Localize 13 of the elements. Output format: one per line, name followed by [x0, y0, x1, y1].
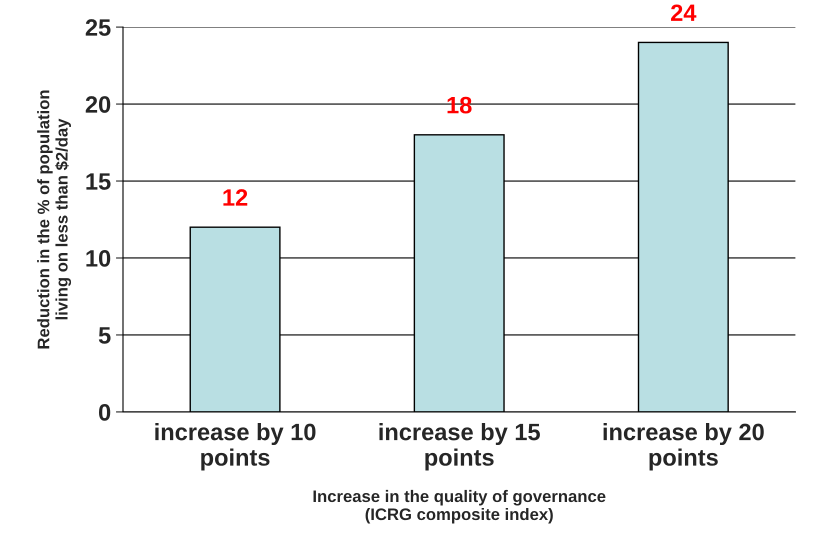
y-tick-label: 0	[99, 404, 110, 421]
data-label: 12	[223, 189, 248, 206]
y-tick-label: 15	[86, 173, 111, 190]
data-label: 24	[671, 4, 696, 21]
y-tick-label: 20	[86, 96, 110, 113]
y-tick-label: 5	[98, 327, 111, 344]
x-axis-title: Increase in the quality of governance (ICRG composite index)	[314, 490, 606, 524]
y-axis-title: Reduction in the % of population living on less than $2/day	[37, 90, 72, 348]
y-tick-label: 10	[86, 250, 110, 267]
x-tick-label: increase by 10 points	[155, 423, 316, 470]
y-tick-label: 25	[86, 19, 111, 36]
x-tick-label: increase by 15 points	[379, 423, 540, 470]
x-tick-label: increase by 20 points	[604, 423, 764, 470]
